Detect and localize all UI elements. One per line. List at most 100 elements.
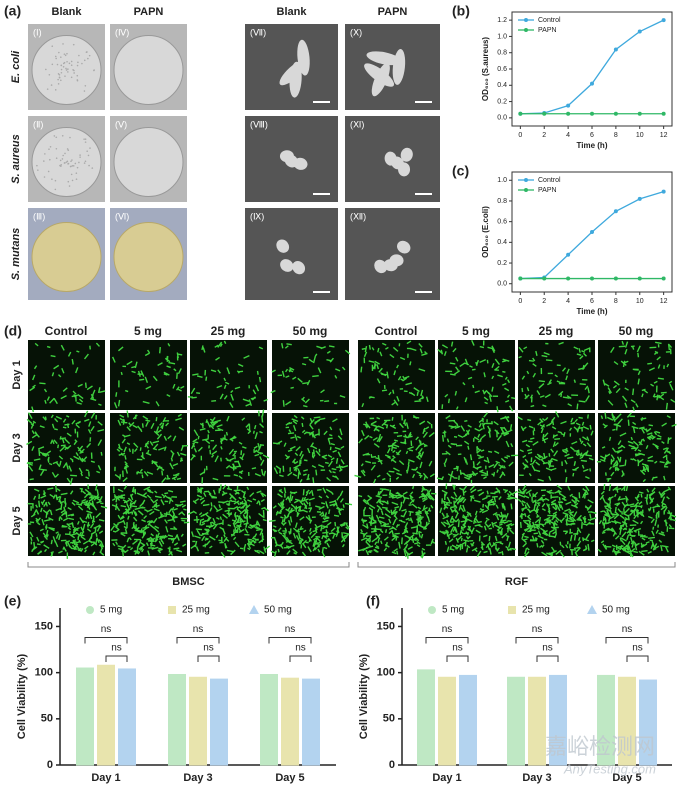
cell	[26, 440, 33, 446]
column-header: 5 mg	[462, 324, 490, 338]
cell	[423, 526, 427, 530]
cell	[396, 524, 400, 527]
cell	[525, 489, 532, 495]
cell	[457, 434, 464, 439]
cell	[396, 364, 399, 369]
cell	[318, 495, 323, 499]
cell	[459, 529, 463, 536]
cell	[85, 469, 89, 472]
cell	[221, 492, 227, 497]
cell	[249, 524, 257, 529]
cell	[100, 540, 105, 548]
cell	[391, 496, 398, 499]
cell	[472, 461, 475, 468]
colony	[61, 158, 64, 160]
cell	[431, 492, 437, 495]
colony	[69, 136, 71, 139]
cell	[580, 440, 584, 445]
cell	[57, 444, 60, 449]
cell	[625, 544, 629, 548]
cell	[661, 422, 667, 427]
cell	[58, 534, 61, 541]
cell	[232, 536, 237, 541]
cell	[60, 344, 65, 351]
cell	[222, 484, 227, 490]
cell	[532, 459, 537, 464]
cell	[555, 519, 559, 523]
cell	[667, 343, 673, 349]
cell	[337, 435, 343, 440]
cell	[281, 343, 284, 349]
cell	[567, 456, 574, 459]
watermark: 嘉峪检测网	[545, 734, 655, 759]
cell	[578, 400, 586, 403]
cell	[178, 511, 183, 516]
cell	[288, 369, 294, 373]
cell	[589, 513, 592, 519]
cell	[312, 375, 319, 378]
cell	[314, 523, 318, 528]
cell	[521, 507, 526, 512]
cell	[375, 545, 380, 548]
cell	[620, 360, 627, 366]
cell	[504, 456, 509, 459]
cell	[648, 536, 656, 540]
cell	[478, 422, 482, 428]
cell	[33, 495, 37, 501]
cell	[647, 432, 653, 436]
cell	[147, 521, 151, 526]
cell	[574, 551, 579, 557]
cell	[408, 510, 414, 514]
cell	[117, 346, 124, 352]
cell	[483, 534, 488, 538]
cell	[58, 496, 62, 503]
cell	[336, 495, 341, 501]
cell	[187, 510, 195, 515]
cell	[546, 423, 552, 427]
cell	[62, 426, 67, 429]
cell	[232, 519, 237, 525]
cell	[520, 514, 523, 520]
column-header: Blank	[52, 6, 83, 18]
cell	[203, 468, 206, 474]
cell	[373, 548, 379, 553]
colony	[61, 135, 64, 137]
cell	[284, 527, 288, 532]
cell	[341, 366, 346, 371]
cell	[139, 428, 143, 433]
cell	[626, 550, 633, 553]
cell	[391, 441, 397, 445]
cell	[199, 518, 205, 522]
cell	[210, 369, 217, 373]
cell	[617, 508, 622, 513]
cell	[37, 522, 41, 526]
cell	[365, 541, 372, 548]
cell	[284, 345, 289, 349]
cell	[236, 524, 242, 528]
cell	[569, 513, 574, 517]
bacterium	[398, 162, 411, 177]
cell	[506, 536, 509, 541]
cell	[444, 540, 447, 546]
cell	[329, 433, 333, 437]
cell	[246, 428, 252, 433]
cell	[79, 398, 84, 403]
cell	[481, 509, 489, 514]
cell	[449, 475, 452, 482]
cell	[416, 391, 419, 396]
cell	[54, 428, 58, 431]
cell	[294, 434, 298, 441]
cell	[71, 501, 76, 506]
cell	[446, 519, 451, 526]
cell	[223, 536, 228, 542]
cell	[582, 523, 587, 526]
cell	[668, 514, 673, 520]
cell	[463, 456, 468, 464]
cell	[152, 517, 158, 524]
cell	[604, 506, 611, 512]
cell	[123, 446, 127, 453]
cell	[421, 547, 426, 551]
cell	[663, 488, 670, 493]
cell	[666, 415, 671, 419]
cell	[131, 365, 136, 369]
